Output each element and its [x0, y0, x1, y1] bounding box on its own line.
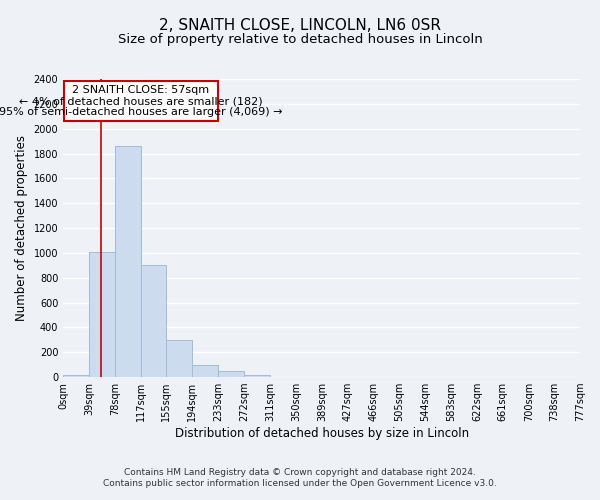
Text: 2, SNAITH CLOSE, LINCOLN, LN6 0SR: 2, SNAITH CLOSE, LINCOLN, LN6 0SR: [159, 18, 441, 32]
Bar: [141, 266, 166, 377]
Bar: [166, 340, 192, 377]
Bar: [63, 374, 89, 377]
Text: ← 4% of detached houses are smaller (182): ← 4% of detached houses are smaller (182…: [19, 96, 263, 106]
Text: Contains public sector information licensed under the Open Government Licence v3: Contains public sector information licen…: [103, 479, 497, 488]
Bar: [192, 364, 218, 377]
Text: 2 SNAITH CLOSE: 57sqm: 2 SNAITH CLOSE: 57sqm: [73, 85, 209, 95]
Bar: [89, 252, 115, 377]
Bar: [218, 372, 244, 377]
X-axis label: Distribution of detached houses by size in Lincoln: Distribution of detached houses by size …: [175, 427, 469, 440]
Bar: [244, 374, 270, 377]
Y-axis label: Number of detached properties: Number of detached properties: [15, 135, 28, 321]
Text: 95% of semi-detached houses are larger (4,069) →: 95% of semi-detached houses are larger (…: [0, 108, 283, 118]
FancyBboxPatch shape: [64, 82, 218, 121]
Text: Size of property relative to detached houses in Lincoln: Size of property relative to detached ho…: [118, 32, 482, 46]
Text: Contains HM Land Registry data © Crown copyright and database right 2024.: Contains HM Land Registry data © Crown c…: [124, 468, 476, 477]
Bar: [115, 146, 141, 377]
